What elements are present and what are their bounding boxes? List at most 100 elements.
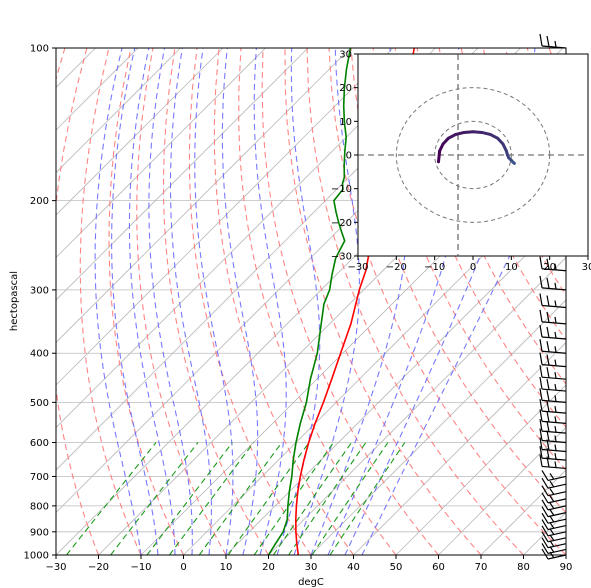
x-tick-label: 10: [220, 562, 233, 573]
hodograph-y-tick-label: −20: [331, 218, 352, 229]
x-tick-label: −30: [45, 562, 66, 573]
isotherm-line: [56, 48, 266, 259]
wind-barb: [539, 256, 567, 272]
isotherm-line: [225, 214, 566, 555]
dry-adiabat-line: [284, 48, 482, 555]
mixing-ratio-line: [110, 442, 199, 555]
dewpoint-line: [267, 48, 352, 555]
hodograph-y-tick-label: 0: [346, 151, 352, 162]
y-tick-label: 1000: [24, 551, 49, 562]
wind-barb: [541, 525, 567, 537]
wind-barb: [539, 454, 567, 470]
x-tick-label: −20: [88, 562, 109, 573]
wind-barb: [539, 352, 567, 368]
wind-barb: [541, 512, 567, 524]
y-tick-label: 300: [30, 285, 49, 296]
x-tick-label: 90: [560, 562, 573, 573]
moist-adiabat-line: [128, 48, 176, 555]
wind-barb: [541, 492, 567, 504]
moist-adiabat-line: [148, 48, 193, 555]
y-axis-label: hectopascal: [9, 271, 20, 331]
dry-adiabat-line: [306, 48, 524, 555]
hodograph-y-tick-label: 20: [339, 83, 352, 94]
hodograph-trace: [437, 130, 516, 165]
x-tick-label: 80: [517, 562, 530, 573]
dry-adiabat-line: [238, 48, 397, 555]
hodograph: −30 −20 −10 0 10 20 30 30 20 10 0 −10 −20 −30: [331, 50, 591, 274]
wind-barb: [539, 376, 567, 392]
hodograph-y-tick-label: −10: [331, 184, 352, 195]
hodograph-y-tick-label: 30: [339, 50, 352, 61]
y-tick-label: 700: [30, 472, 49, 483]
moist-adiabat-line: [221, 48, 259, 555]
hodograph-range-ring: [434, 120, 512, 190]
y-tick-label: 800: [30, 501, 49, 512]
moist-adiabat-line: [253, 48, 287, 555]
dry-adiabat-line: [188, 48, 312, 555]
moist-adiabat-line: [327, 48, 466, 555]
isotherm-line: [310, 299, 566, 555]
isotherm-line: [56, 48, 394, 386]
x-tick-label: 50: [390, 562, 403, 573]
wind-barb: [539, 275, 567, 291]
x-axis-ticks: −30 −20 −10 0 10 20 30 40 50 60 70 80 90: [45, 555, 572, 573]
wind-barb: [541, 506, 567, 518]
isotherm-line: [438, 426, 566, 555]
x-tick-label: 0: [180, 562, 186, 573]
y-tick-label: 400: [30, 349, 49, 360]
mixing-ratio-line: [198, 442, 283, 555]
y-tick-label: 100: [30, 44, 49, 55]
isotherm-line: [56, 48, 309, 301]
mixing-ratio-lines: [66, 442, 406, 555]
mixing-ratio-line: [146, 442, 233, 555]
wind-barb: [541, 485, 567, 497]
isotherm-line: [56, 48, 351, 344]
x-tick-label: 40: [347, 562, 360, 573]
hodograph-x-tick-label: 20: [543, 262, 556, 273]
moist-adiabat-line: [94, 48, 142, 555]
hodograph-x-tick-label: −10: [424, 262, 445, 273]
y-tick-label: 900: [30, 527, 49, 538]
y-tick-label: 500: [30, 398, 49, 409]
hodograph-x-ticks: −30 −20 −10 0 10 20 30: [347, 256, 591, 273]
wind-barb: [539, 365, 567, 380]
moist-adiabat-line: [276, 48, 321, 555]
x-tick-label: 70: [475, 562, 488, 573]
isotherm-line: [353, 341, 566, 555]
wind-barb: [541, 499, 567, 511]
wind-barb: [541, 531, 567, 543]
wind-barb: [539, 419, 567, 434]
wind-barb: [539, 409, 567, 424]
x-tick-label: −10: [130, 562, 151, 573]
y-tick-label: 200: [30, 196, 49, 207]
dry-adiabat-line: [79, 48, 142, 555]
hodograph-x-tick-label: −30: [347, 262, 368, 273]
dry-adiabat-line: [213, 48, 354, 555]
x-tick-label: 60: [432, 562, 445, 573]
dry-adiabat-line: [328, 48, 566, 555]
wind-barb: [539, 293, 567, 309]
hodograph-y-tick-label: −30: [331, 252, 352, 263]
hodograph-x-tick-label: 0: [470, 262, 476, 273]
dry-adiabat-line: [136, 48, 227, 555]
wind-barb: [541, 519, 567, 531]
hodograph-range-rings: [395, 87, 551, 223]
dry-adiabat-line: [261, 48, 439, 555]
isotherm-line: [56, 48, 436, 429]
wind-barb: [539, 324, 567, 340]
x-tick-label: 30: [305, 562, 318, 573]
mixing-ratio-line: [66, 442, 157, 555]
x-axis-label: degC: [298, 577, 324, 588]
hodograph-x-tick-label: 10: [505, 262, 518, 273]
wind-barb: [539, 428, 567, 444]
wind-barb: [539, 388, 567, 403]
hodograph-segment: [437, 149, 442, 164]
hodograph-y-ticks: 30 20 10 0 −10 −20 −30: [331, 50, 358, 263]
isotherm-line: [56, 48, 181, 174]
wind-barb: [539, 339, 567, 354]
mixing-ratio-line: [227, 442, 310, 555]
moist-adiabat-line: [169, 48, 212, 555]
wind-barb: [539, 33, 567, 49]
moist-adiabat-line: [194, 48, 234, 555]
